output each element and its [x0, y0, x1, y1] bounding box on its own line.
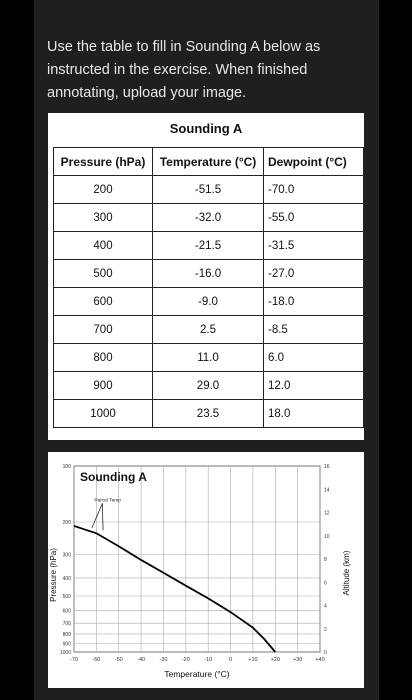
cell-temperature: 29.0 — [152, 371, 264, 400]
y2-axis-label: Altitude (km) — [342, 550, 351, 595]
cell-pressure: 400 — [53, 231, 153, 260]
cell-temperature: -21.5 — [152, 231, 264, 260]
y-tick-label: 100 — [63, 464, 72, 470]
x-tick-label: -50 — [115, 657, 123, 663]
cell-dewpoint: 12.0 — [263, 371, 364, 400]
cell-temperature: -16.0 — [152, 259, 264, 288]
sounding-table-card: Sounding A Pressure (hPa) Temperature (°… — [48, 113, 364, 440]
annotation-arrow — [102, 503, 104, 531]
cell-pressure: 200 — [53, 175, 153, 204]
table-row: 500 -16.0 -27.0 — [53, 259, 364, 288]
cell-dewpoint: -31.5 — [263, 231, 364, 260]
table-title: Sounding A — [169, 121, 243, 136]
x-tick-label: -10 — [204, 657, 212, 663]
y-axis-label: Pressure (hPa) — [49, 548, 58, 602]
y2-tick-label: 0 — [324, 650, 327, 656]
sounding-chart[interactable]: -70 -60 -50 -40 -30 -20 -10 0 +10 +20 +30 +40100200… — [48, 452, 364, 688]
sounding-chart-card[interactable]: -70 -60 -50 -40 -30 -20 -10 0 +10 +20 +30 +40 100 200… — [48, 452, 364, 688]
plot-frame — [73, 465, 321, 653]
y-tick-label: 1000 — [60, 650, 71, 656]
y-tick-label: 300 — [63, 553, 72, 559]
x-tick-label: +40 — [315, 657, 324, 663]
cell-dewpoint: -8.5 — [263, 315, 364, 344]
y-tick-label: 500 — [63, 594, 72, 600]
parcel-temp-line — [73, 525, 276, 653]
cell-pressure: 700 — [53, 315, 153, 344]
y-tick-label: 200 — [63, 520, 72, 526]
annotation-arrow — [91, 503, 103, 528]
y2-tick-label: 14 — [324, 487, 330, 493]
y-tick-label: 900 — [63, 641, 72, 647]
x-tick-label: -60 — [92, 657, 100, 663]
cell-temperature: -32.0 — [152, 203, 264, 232]
y-tick-label: 700 — [63, 621, 72, 627]
cell-temperature: 11.0 — [152, 343, 264, 372]
cell-temperature: 2.5 — [152, 315, 264, 344]
y2-tick-label: 8 — [324, 557, 327, 563]
x-tick-label: -40 — [137, 657, 145, 663]
cell-pressure: 1000 — [53, 399, 153, 428]
header-pressure: Pressure (hPa) — [53, 147, 153, 176]
cell-pressure: 500 — [53, 259, 153, 288]
cell-dewpoint: -55.0 — [263, 203, 364, 232]
table-row: 400 -21.5 -31.5 — [53, 231, 364, 260]
y2-tick-label: 10 — [324, 534, 330, 540]
table-row: 900 29.0 12.0 — [53, 371, 364, 400]
x-tick-label: +30 — [293, 657, 302, 663]
y2-tick-label: 6 — [324, 580, 327, 586]
cell-pressure: 800 — [53, 343, 153, 372]
y2-tick-label: 4 — [324, 604, 327, 610]
cell-dewpoint: 6.0 — [263, 343, 364, 372]
y2-tick-label: 2 — [324, 627, 327, 633]
cell-pressure: 900 — [53, 371, 153, 400]
table-row: 600 -9.0 -18.0 — [53, 287, 364, 316]
y2-tick-label: 12 — [324, 511, 330, 517]
y-tick-label: 600 — [63, 609, 72, 615]
table-row: 700 2.5 -8.5 — [53, 315, 364, 344]
cell-temperature: -51.5 — [152, 175, 264, 204]
header-temperature: Temperature (°C) — [152, 147, 264, 176]
instructions-text: Use the table to fill in Sounding A belo… — [47, 39, 321, 101]
table-row: 1000 23.5 18.0 — [53, 399, 364, 428]
cell-temperature: 23.5 — [152, 399, 264, 428]
x-axis-label: Temperature (°C) — [164, 669, 229, 679]
x-tick-label: 0 — [229, 657, 232, 663]
x-tick-label: -30 — [159, 657, 167, 663]
cell-dewpoint: -27.0 — [263, 259, 364, 288]
cell-pressure: 300 — [53, 203, 153, 232]
table-row: 800 11.0 6.0 — [53, 343, 364, 372]
sounding-table: Pressure (hPa) Temperature (°C) Dewpoint… — [53, 147, 364, 428]
x-tick-label: +10 — [248, 657, 257, 663]
cell-dewpoint: -70.0 — [263, 175, 364, 204]
y2-tick-label: 16 — [324, 464, 330, 470]
cell-pressure: 600 — [53, 287, 153, 316]
y-tick-label: 400 — [63, 576, 72, 582]
cell-temperature: -9.0 — [152, 287, 264, 316]
table-header-row: Pressure (hPa) Temperature (°C) Dewpoint… — [53, 147, 364, 176]
table-row: 300 -32.0 -55.0 — [53, 203, 364, 232]
x-tick-label: -20 — [182, 657, 190, 663]
chart-title: Sounding A — [80, 470, 147, 484]
x-tick-label: +20 — [271, 657, 280, 663]
x-tick-label: -70 — [70, 657, 78, 663]
table-row: 200 -51.5 -70.0 — [53, 175, 364, 204]
cell-dewpoint: -18.0 — [263, 287, 364, 316]
cell-dewpoint: 18.0 — [263, 399, 364, 428]
header-dewpoint: Dewpoint (°C) — [263, 147, 364, 176]
y-tick-label: 800 — [63, 632, 72, 638]
annotation-label: Parcel Temp — [94, 497, 121, 503]
